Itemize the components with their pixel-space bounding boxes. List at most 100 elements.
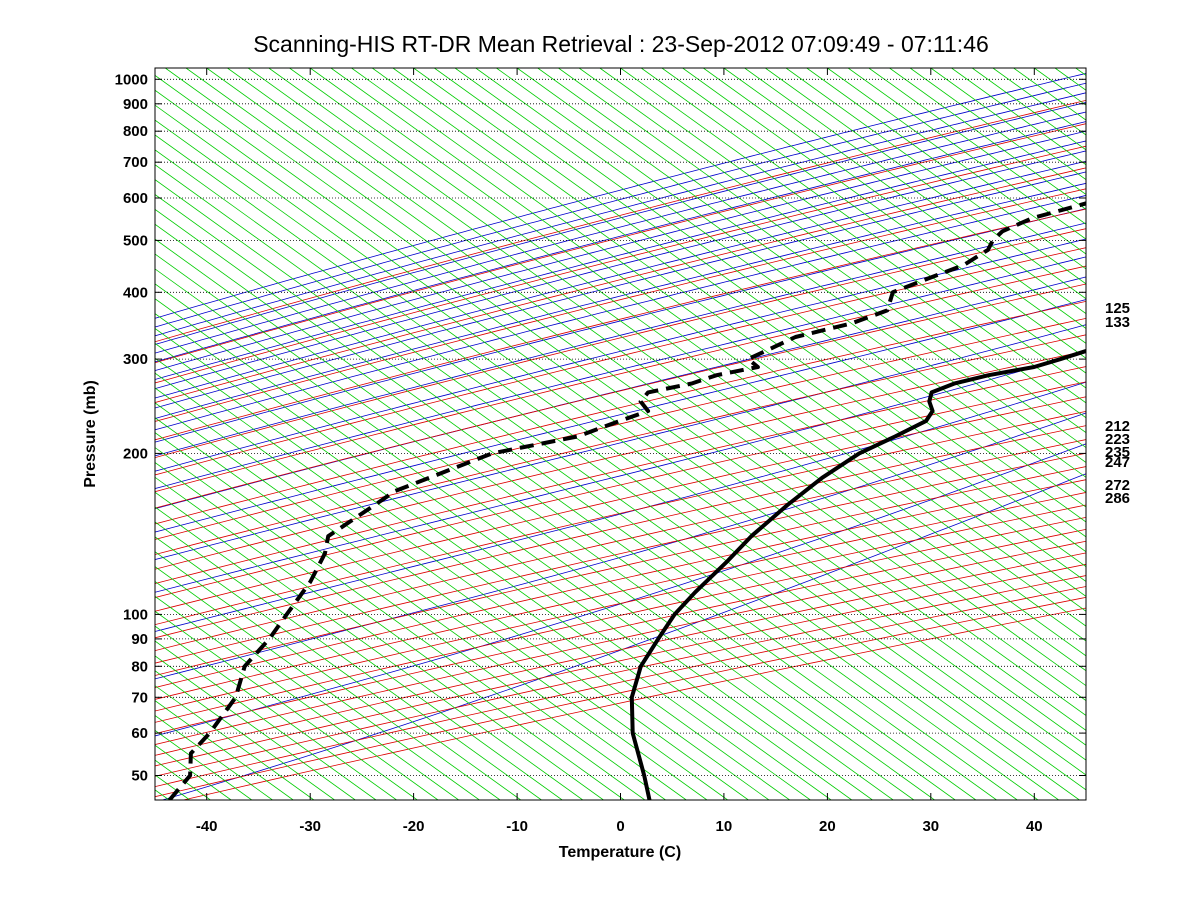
isotherm-line [155, 208, 977, 800]
dry-adiabat-line [155, 300, 1086, 525]
moist-adiabat-line [155, 195, 1086, 431]
dry-adiabat-line [155, 439, 1086, 652]
isotherm-line [155, 417, 687, 800]
moist-adiabat-line [155, 140, 1086, 380]
x-axis-label: Temperature (C) [559, 844, 681, 861]
isotherm-line [155, 744, 232, 800]
moist-adiabat-line [155, 102, 1086, 345]
dry-adiabat-line [155, 99, 1086, 343]
isotherm-line [578, 68, 1086, 434]
isotherm-line [155, 119, 1086, 791]
isotherm-line [155, 149, 1059, 800]
moist-adiabat-line [155, 160, 1086, 399]
isotherm-line [155, 595, 439, 800]
isotherm-line [155, 89, 1086, 761]
isotherm-line [155, 610, 418, 800]
dry-adiabat-line [155, 516, 1086, 723]
isotherm-line [155, 357, 770, 800]
isotherm-line [434, 68, 1086, 538]
moist-adiabat-line [155, 82, 1086, 328]
isotherm-line [909, 68, 1086, 196]
y-tick-label: 700 [123, 154, 148, 171]
moist-adiabat-line [155, 412, 1086, 680]
y-tick-label: 90 [131, 631, 148, 648]
dry-adiabat-line [155, 596, 1086, 798]
isotherm-line [155, 253, 915, 800]
temperature-profile-line [629, 348, 1086, 800]
isotherm-line [155, 223, 956, 800]
x-tick-label: -30 [299, 818, 321, 835]
isotherm-line [0, 68, 148, 800]
isotherm-line [661, 68, 1086, 374]
isotherm-line [703, 68, 1086, 344]
dry-adiabat-line [155, 466, 1086, 676]
moist-adiabat-line [155, 150, 1086, 390]
moist-adiabat-line [155, 121, 1086, 363]
right-edge-label: 223 [1105, 431, 1130, 448]
isotherm-line [155, 491, 584, 800]
isotherm-line [330, 68, 1086, 612]
isotherm-line [682, 68, 1086, 359]
isotherm-line [155, 461, 625, 800]
moist-adiabat-line [155, 111, 1086, 354]
right-edge-label: 125 [1105, 300, 1130, 317]
x-tick-label: 0 [616, 818, 624, 835]
isotherm-line [155, 328, 811, 800]
isotherm-line [1075, 68, 1086, 76]
dry-adiabat-line [183, 607, 1086, 800]
right-edge-label: 272 [1105, 477, 1130, 494]
y-tick-label: 300 [123, 351, 148, 368]
isotherm-line [309, 68, 1086, 627]
isotherm-line [247, 68, 1086, 672]
isotherm-line [165, 68, 1086, 731]
isotherm-line [496, 68, 1086, 493]
y-tick-label: 100 [123, 606, 148, 623]
isotherm-lines [0, 68, 1086, 800]
isotherm-line [155, 566, 480, 800]
isotherm-line [155, 640, 377, 800]
moist-adiabat-line [155, 351, 1086, 593]
isotherm-line [185, 68, 1086, 716]
isotherm-line [0, 68, 86, 800]
isotherm-line [227, 68, 1086, 687]
moist-adiabat-line [155, 182, 1086, 419]
isotherm-line [155, 432, 666, 800]
isotherm-line [155, 104, 1086, 776]
moist-adiabat-line [155, 256, 1086, 490]
dry-adiabat-line [155, 317, 1086, 540]
moist-adiabat-line [155, 238, 1086, 472]
y-tick-label: 500 [123, 232, 148, 249]
isotherm-line [155, 551, 501, 800]
dry-adiabat-line [155, 366, 1086, 584]
isotherm-line [155, 759, 211, 800]
isotherm-line [868, 68, 1086, 225]
isotherm-line [558, 68, 1086, 449]
isotherm-line [371, 68, 1086, 583]
isotherm-line [744, 68, 1086, 315]
dry-adiabat-line [155, 540, 1086, 745]
isotherm-line [155, 283, 873, 800]
dry-adiabat-line [155, 452, 1086, 664]
chart-title: Scanning-HIS RT-DR Mean Retrieval : 23-S… [253, 31, 989, 57]
y-tick-label: 600 [123, 190, 148, 207]
moist-adiabat-line [155, 92, 1086, 337]
dry-adiabat-lines [155, 99, 1086, 800]
isotherm-line [155, 387, 728, 800]
dry-adiabat-line [155, 283, 1086, 509]
isotherm-line [155, 581, 459, 800]
isotherm-line [155, 506, 563, 800]
isotherm-line [155, 342, 790, 800]
dry-adiabat-line [155, 552, 1086, 756]
dry-adiabat-line [155, 145, 1086, 384]
isotherm-line [765, 68, 1086, 300]
y-tick-label: 80 [131, 658, 148, 675]
y-tick-label: 70 [131, 689, 148, 706]
isotherm-line [785, 68, 1086, 285]
isotherm-line [268, 68, 1086, 657]
dry-adiabat-line [155, 228, 1086, 459]
x-axis-ticks: -40 -30 -20 -10 0 10 20 30 40 [196, 68, 1043, 835]
y-tick-label: 50 [131, 768, 148, 785]
isotherm-line [392, 68, 1086, 568]
isotherm-line [155, 268, 894, 800]
